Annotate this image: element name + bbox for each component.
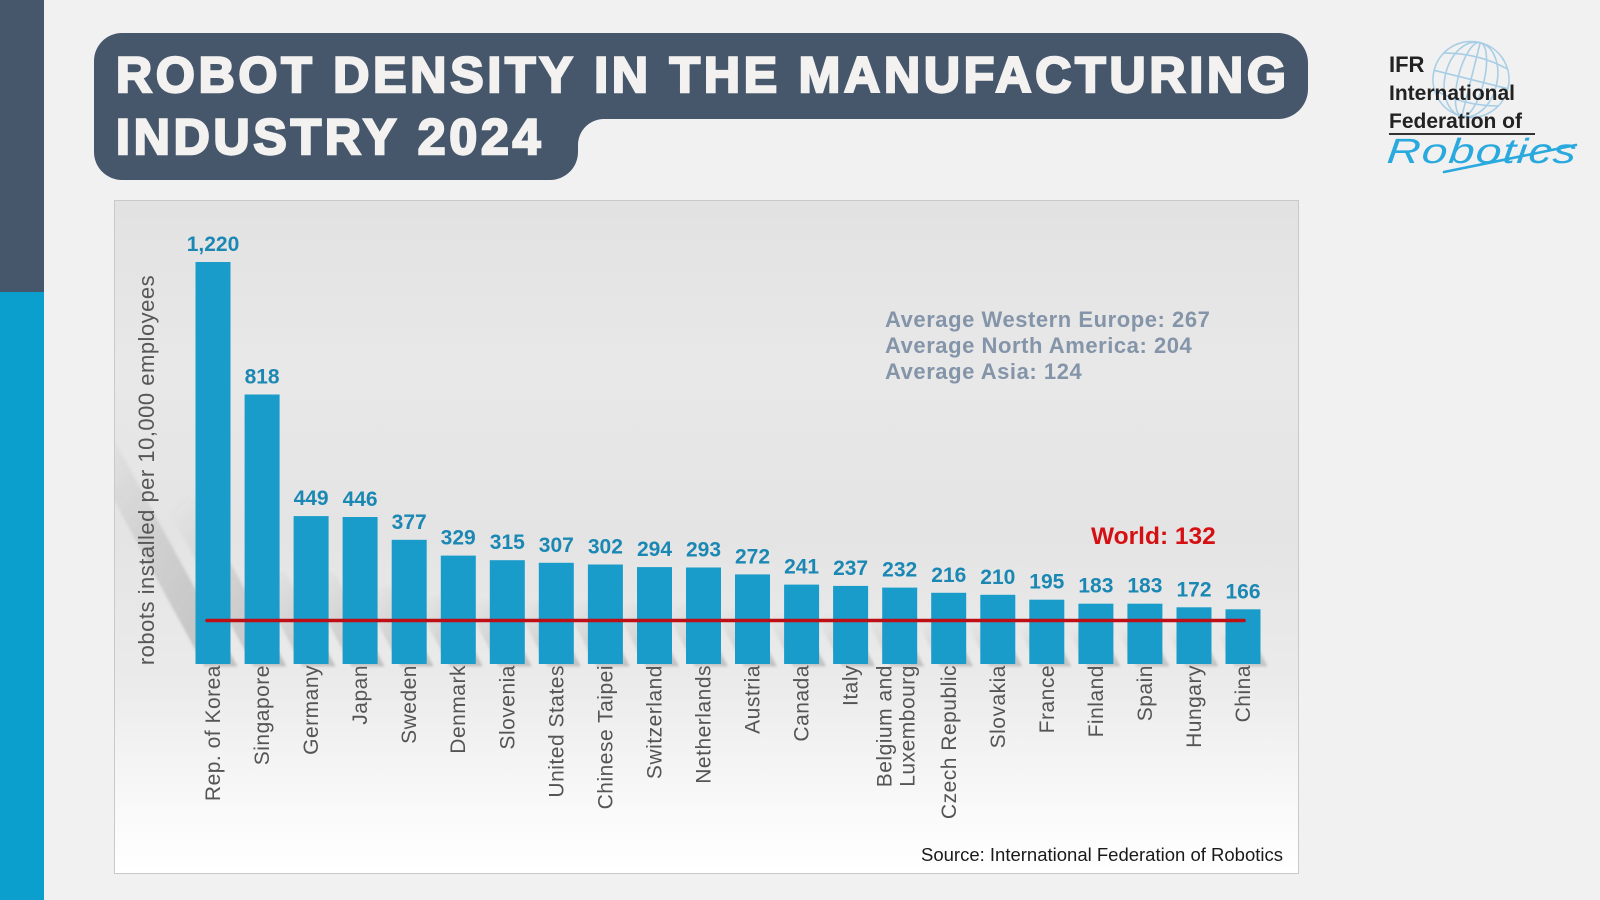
svg-text:France: France — [1036, 665, 1059, 733]
svg-text:166: 166 — [1225, 580, 1260, 603]
svg-text:Singapore: Singapore — [251, 665, 274, 765]
svg-text:Hungary: Hungary — [1183, 665, 1206, 748]
svg-text:210: 210 — [980, 566, 1015, 589]
svg-text:183: 183 — [1078, 575, 1113, 598]
svg-text:446: 446 — [343, 488, 378, 511]
svg-text:Netherlands: Netherlands — [693, 665, 716, 784]
svg-text:183: 183 — [1127, 575, 1162, 598]
svg-text:216: 216 — [931, 564, 966, 587]
svg-text:232: 232 — [882, 559, 917, 582]
svg-text:Belgium and: Belgium and — [874, 665, 897, 787]
svg-text:Spain: Spain — [1134, 665, 1157, 721]
svg-text:272: 272 — [735, 545, 770, 568]
svg-text:172: 172 — [1176, 578, 1211, 601]
svg-text:Czech Republic: Czech Republic — [938, 665, 961, 819]
svg-text:Slovakia: Slovakia — [987, 665, 1010, 748]
svg-text:329: 329 — [441, 527, 476, 550]
svg-text:Japan: Japan — [349, 665, 372, 725]
svg-text:Sweden: Sweden — [398, 665, 421, 744]
svg-text:Slovenia: Slovenia — [496, 665, 519, 750]
svg-text:237: 237 — [833, 557, 868, 580]
svg-text:robots installed per 10,000 em: robots installed per 10,000 employees — [134, 275, 159, 665]
svg-text:294: 294 — [637, 538, 672, 561]
svg-text:315: 315 — [490, 531, 525, 554]
svg-text:Germany: Germany — [300, 665, 323, 755]
svg-text:1,220: 1,220 — [187, 233, 240, 256]
svg-text:Finland: Finland — [1085, 665, 1108, 737]
svg-text:Denmark: Denmark — [447, 665, 470, 754]
svg-text:China: China — [1232, 665, 1255, 722]
svg-text:377: 377 — [392, 511, 427, 534]
svg-text:Rep. of Korea: Rep. of Korea — [202, 665, 225, 801]
svg-text:Italy: Italy — [840, 665, 863, 706]
svg-text:United States: United States — [545, 665, 568, 798]
svg-text:Luxembourg: Luxembourg — [897, 665, 920, 787]
svg-text:818: 818 — [245, 366, 280, 389]
svg-text:Austria: Austria — [742, 665, 765, 734]
svg-text:195: 195 — [1029, 571, 1064, 594]
svg-text:293: 293 — [686, 539, 721, 562]
svg-text:241: 241 — [784, 556, 819, 579]
svg-text:Canada: Canada — [791, 665, 814, 742]
svg-text:Chinese Taipei: Chinese Taipei — [594, 665, 617, 809]
svg-text:Switzerland: Switzerland — [644, 665, 667, 779]
svg-text:449: 449 — [294, 487, 329, 510]
svg-text:302: 302 — [588, 536, 623, 559]
svg-text:307: 307 — [539, 534, 574, 557]
